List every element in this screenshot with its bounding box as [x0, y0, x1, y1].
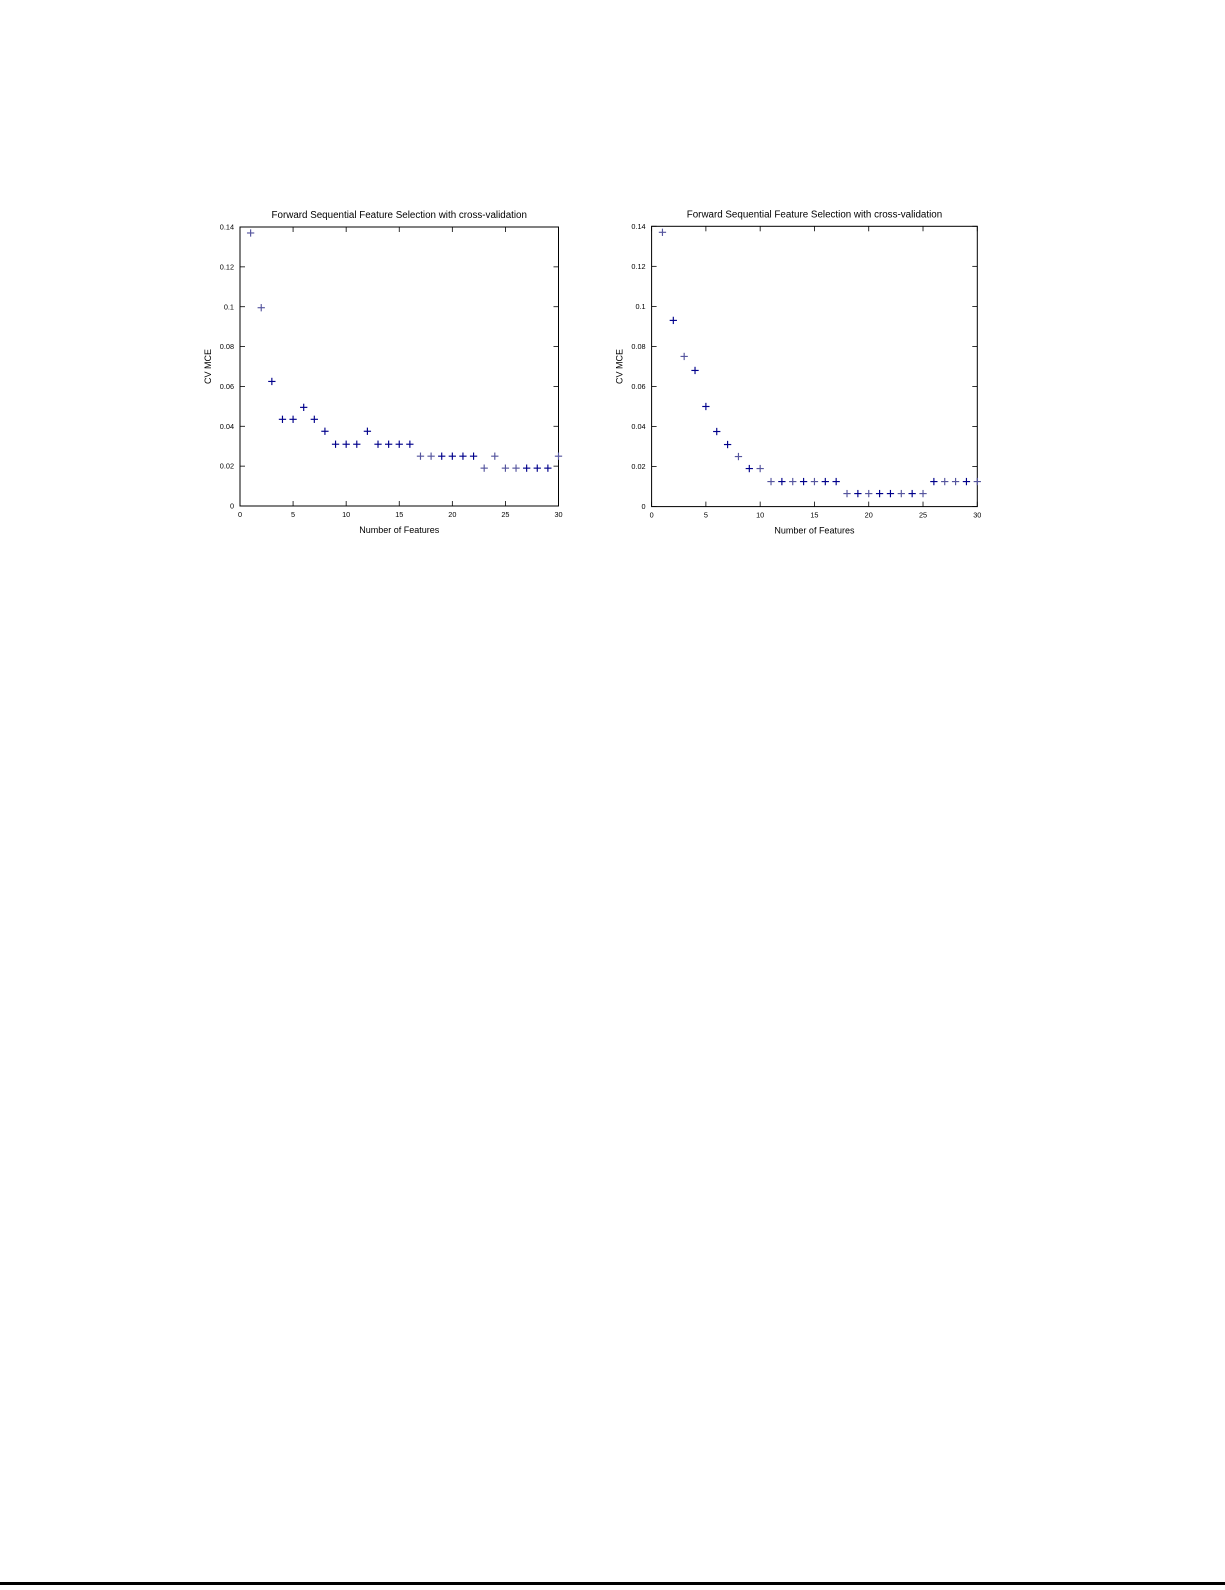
- svg-text:0.14: 0.14: [220, 223, 234, 232]
- svg-text:30: 30: [973, 511, 981, 520]
- svg-text:CV MCE: CV MCE: [615, 349, 625, 384]
- svg-text:10: 10: [756, 511, 764, 520]
- svg-text:0: 0: [230, 502, 234, 511]
- svg-text:15: 15: [810, 511, 818, 520]
- svg-text:25: 25: [501, 510, 509, 519]
- svg-text:0.04: 0.04: [631, 422, 645, 431]
- svg-text:0.14: 0.14: [631, 222, 645, 231]
- svg-text:0.12: 0.12: [220, 262, 234, 271]
- svg-text:0.1: 0.1: [635, 302, 645, 311]
- svg-text:30: 30: [554, 510, 562, 519]
- svg-text:0: 0: [238, 510, 242, 519]
- svg-text:0.02: 0.02: [631, 462, 645, 471]
- svg-text:0.08: 0.08: [220, 342, 234, 351]
- svg-text:0.06: 0.06: [220, 382, 234, 391]
- svg-text:Number of Features: Number of Features: [774, 526, 855, 536]
- svg-text:Forward Sequential Feature Sel: Forward Sequential Feature Selection wit…: [687, 209, 942, 220]
- svg-text:0: 0: [650, 511, 654, 520]
- svg-text:10: 10: [342, 510, 350, 519]
- svg-text:0.06: 0.06: [631, 382, 645, 391]
- svg-text:0: 0: [642, 502, 646, 511]
- svg-text:0.04: 0.04: [220, 422, 234, 431]
- svg-text:15: 15: [395, 510, 403, 519]
- svg-text:0.1: 0.1: [224, 302, 234, 311]
- svg-text:5: 5: [291, 510, 295, 519]
- svg-text:CV MCE: CV MCE: [203, 349, 213, 384]
- svg-text:20: 20: [865, 511, 873, 520]
- svg-text:25: 25: [919, 511, 927, 520]
- svg-text:20: 20: [448, 510, 456, 519]
- svg-text:5: 5: [704, 511, 708, 520]
- svg-text:0.02: 0.02: [220, 462, 234, 471]
- svg-text:0.12: 0.12: [631, 262, 645, 271]
- svg-text:0.08: 0.08: [631, 342, 645, 351]
- svg-text:Forward Sequential Feature Sel: Forward Sequential Feature Selection wit…: [272, 210, 527, 221]
- svg-text:Number of Features: Number of Features: [359, 525, 440, 535]
